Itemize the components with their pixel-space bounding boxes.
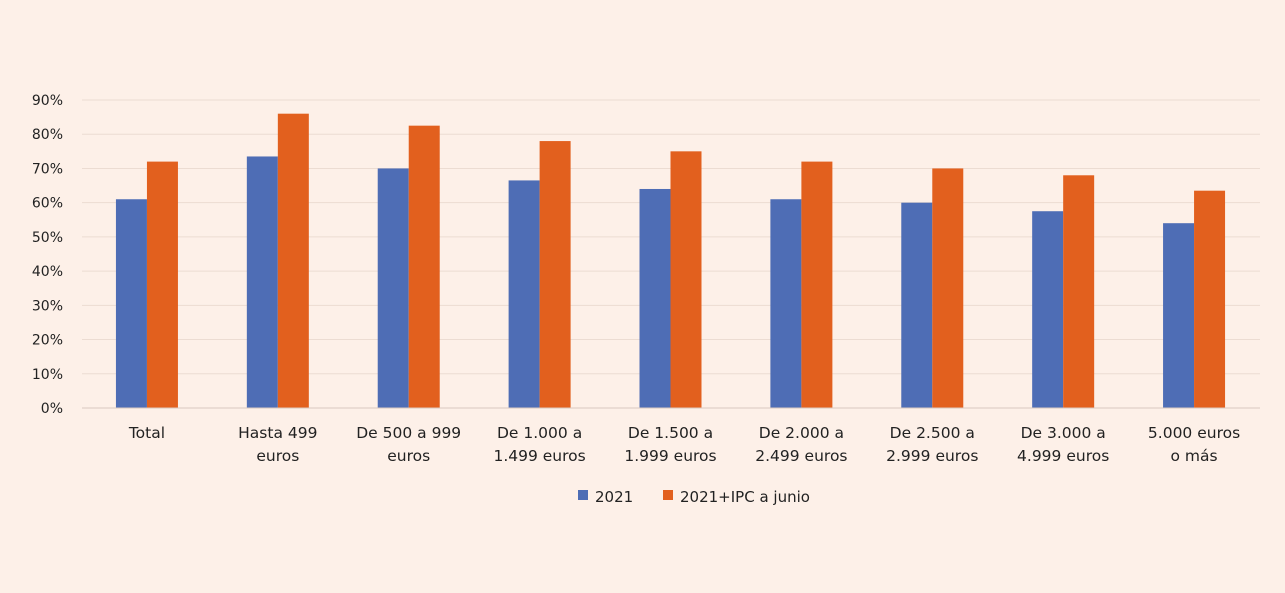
category-label: o más — [1171, 447, 1218, 465]
bar-series-2021-ipc — [932, 168, 964, 408]
bar-series-2021 — [770, 199, 802, 408]
category-label: 4.999 euros — [1017, 447, 1109, 465]
category-label: euros — [387, 447, 430, 465]
category-label: 1.499 euros — [493, 447, 585, 465]
bar-series-2021-ipc — [801, 161, 833, 408]
category-label: 5.000 euros — [1148, 424, 1240, 442]
y-tick-label: 60% — [32, 196, 63, 212]
bar-series-2021 — [901, 202, 933, 408]
category-label: 2.499 euros — [755, 447, 847, 465]
category-label: De 2.000 a — [759, 424, 844, 442]
y-tick-label: 80% — [32, 127, 63, 143]
y-tick-label: 20% — [32, 333, 63, 349]
category-label: euros — [256, 447, 299, 465]
bar-series-2021-ipc — [539, 141, 571, 409]
bar-series-2021 — [639, 188, 671, 408]
bar-series-2021 — [246, 156, 278, 408]
y-tick-label: 50% — [32, 230, 63, 246]
category-label: 2.999 euros — [886, 447, 978, 465]
bar-series-2021-ipc — [408, 125, 440, 409]
category-label: De 1.000 a — [497, 424, 582, 442]
category-label: De 3.000 a — [1021, 424, 1106, 442]
y-tick-label: 10% — [32, 367, 63, 383]
legend: 2021 2021+IPC a junio — [578, 488, 810, 506]
bar-series-2021-ipc — [1194, 190, 1226, 408]
category-labels: Total Hasta 499 euros De 500 a 999 euros De 1… — [128, 424, 1240, 465]
bar-series-2021-ipc — [670, 151, 702, 409]
category-label: De 500 a 999 — [356, 424, 461, 442]
y-tick-label: 30% — [32, 298, 63, 314]
y-tick-label: 90% — [32, 93, 63, 109]
bar-series-2021 — [1163, 223, 1195, 408]
bar-series-2021 — [115, 199, 147, 408]
bar-series-2021 — [377, 168, 409, 408]
bar-series-2021-ipc — [277, 113, 309, 408]
category-label: De 2.500 a — [890, 424, 975, 442]
category-label: De 1.500 a — [628, 424, 713, 442]
category-label: 1.999 euros — [624, 447, 716, 465]
bar-series-2021-ipc — [1063, 175, 1095, 408]
category-label: Hasta 499 — [238, 424, 317, 442]
legend-label: 2021 — [595, 488, 633, 506]
legend-swatch — [578, 490, 588, 500]
bar-series-2021-ipc — [146, 161, 178, 408]
y-axis-ticks: 0% 10% 20% 30% 40% 50% 60% 70% 80% 90% — [32, 93, 63, 417]
y-tick-label: 70% — [32, 161, 63, 177]
y-tick-label: 0% — [41, 401, 63, 417]
bars — [115, 113, 1226, 409]
legend-swatch — [663, 490, 673, 500]
category-label: Total — [128, 424, 165, 442]
y-tick-label: 40% — [32, 264, 63, 280]
bar-series-2021 — [508, 180, 540, 408]
bar-series-2021 — [1032, 211, 1064, 408]
legend-label: 2021+IPC a junio — [680, 488, 810, 506]
